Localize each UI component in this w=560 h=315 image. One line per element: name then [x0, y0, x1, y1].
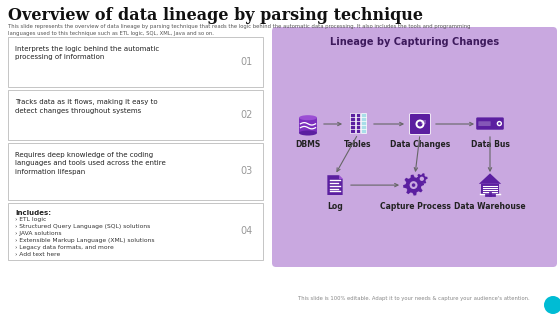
Text: Capture Process: Capture Process [380, 202, 450, 211]
Text: Data Bus: Data Bus [470, 140, 510, 149]
Text: This slide is 100% editable. Adapt it to your needs & capture your audience's at: This slide is 100% editable. Adapt it to… [298, 296, 530, 301]
Text: Lineage by Capturing Changes: Lineage by Capturing Changes [330, 37, 499, 47]
Polygon shape [299, 118, 317, 133]
Text: 02: 02 [241, 110, 253, 120]
FancyBboxPatch shape [361, 113, 366, 133]
Text: › ETL logic
› Structured Query Language (SQL) solutions
› JAVA solutions
› Exten: › ETL logic › Structured Query Language … [15, 217, 155, 257]
Circle shape [419, 177, 424, 181]
FancyBboxPatch shape [478, 121, 491, 126]
Text: Log: Log [327, 202, 343, 211]
FancyBboxPatch shape [8, 203, 263, 260]
Text: DBMS: DBMS [295, 140, 321, 149]
FancyBboxPatch shape [356, 113, 361, 133]
FancyBboxPatch shape [8, 90, 263, 140]
Circle shape [544, 296, 560, 314]
Text: 01: 01 [241, 57, 253, 67]
Text: This slide represents the overview of data lineage by parsing technique that rea: This slide represents the overview of da… [8, 24, 470, 36]
Text: Data Changes: Data Changes [390, 140, 450, 149]
FancyBboxPatch shape [476, 117, 504, 130]
Polygon shape [339, 175, 343, 179]
FancyBboxPatch shape [482, 184, 498, 193]
FancyBboxPatch shape [272, 27, 557, 267]
Text: 03: 03 [241, 167, 253, 176]
Text: Data Warehouse: Data Warehouse [454, 202, 526, 211]
Text: Tables: Tables [344, 140, 372, 149]
FancyBboxPatch shape [421, 120, 426, 124]
Polygon shape [403, 175, 424, 196]
Text: Tracks data as it flows, making it easy to
detect changes throughout systems: Tracks data as it flows, making it easy … [15, 99, 157, 113]
Text: Overview of data lineage by parsing technique: Overview of data lineage by parsing tech… [8, 7, 423, 24]
Text: Requires deep knowledge of the coding
languages and tools used across the entire: Requires deep knowledge of the coding la… [15, 152, 166, 175]
FancyBboxPatch shape [350, 113, 354, 133]
FancyBboxPatch shape [409, 113, 431, 135]
Circle shape [497, 121, 502, 126]
Polygon shape [479, 173, 501, 184]
FancyBboxPatch shape [8, 37, 263, 87]
Circle shape [412, 183, 416, 187]
Text: Includes:: Includes: [15, 210, 51, 216]
Text: Interprets the logic behind the automatic
processing of information: Interprets the logic behind the automati… [15, 46, 159, 60]
Ellipse shape [299, 130, 317, 135]
Circle shape [409, 181, 418, 189]
Text: 04: 04 [241, 226, 253, 237]
FancyBboxPatch shape [8, 143, 263, 200]
Ellipse shape [299, 115, 317, 120]
Polygon shape [328, 175, 343, 195]
Polygon shape [416, 173, 428, 185]
Circle shape [416, 119, 424, 129]
Circle shape [498, 122, 501, 125]
Circle shape [418, 122, 422, 127]
